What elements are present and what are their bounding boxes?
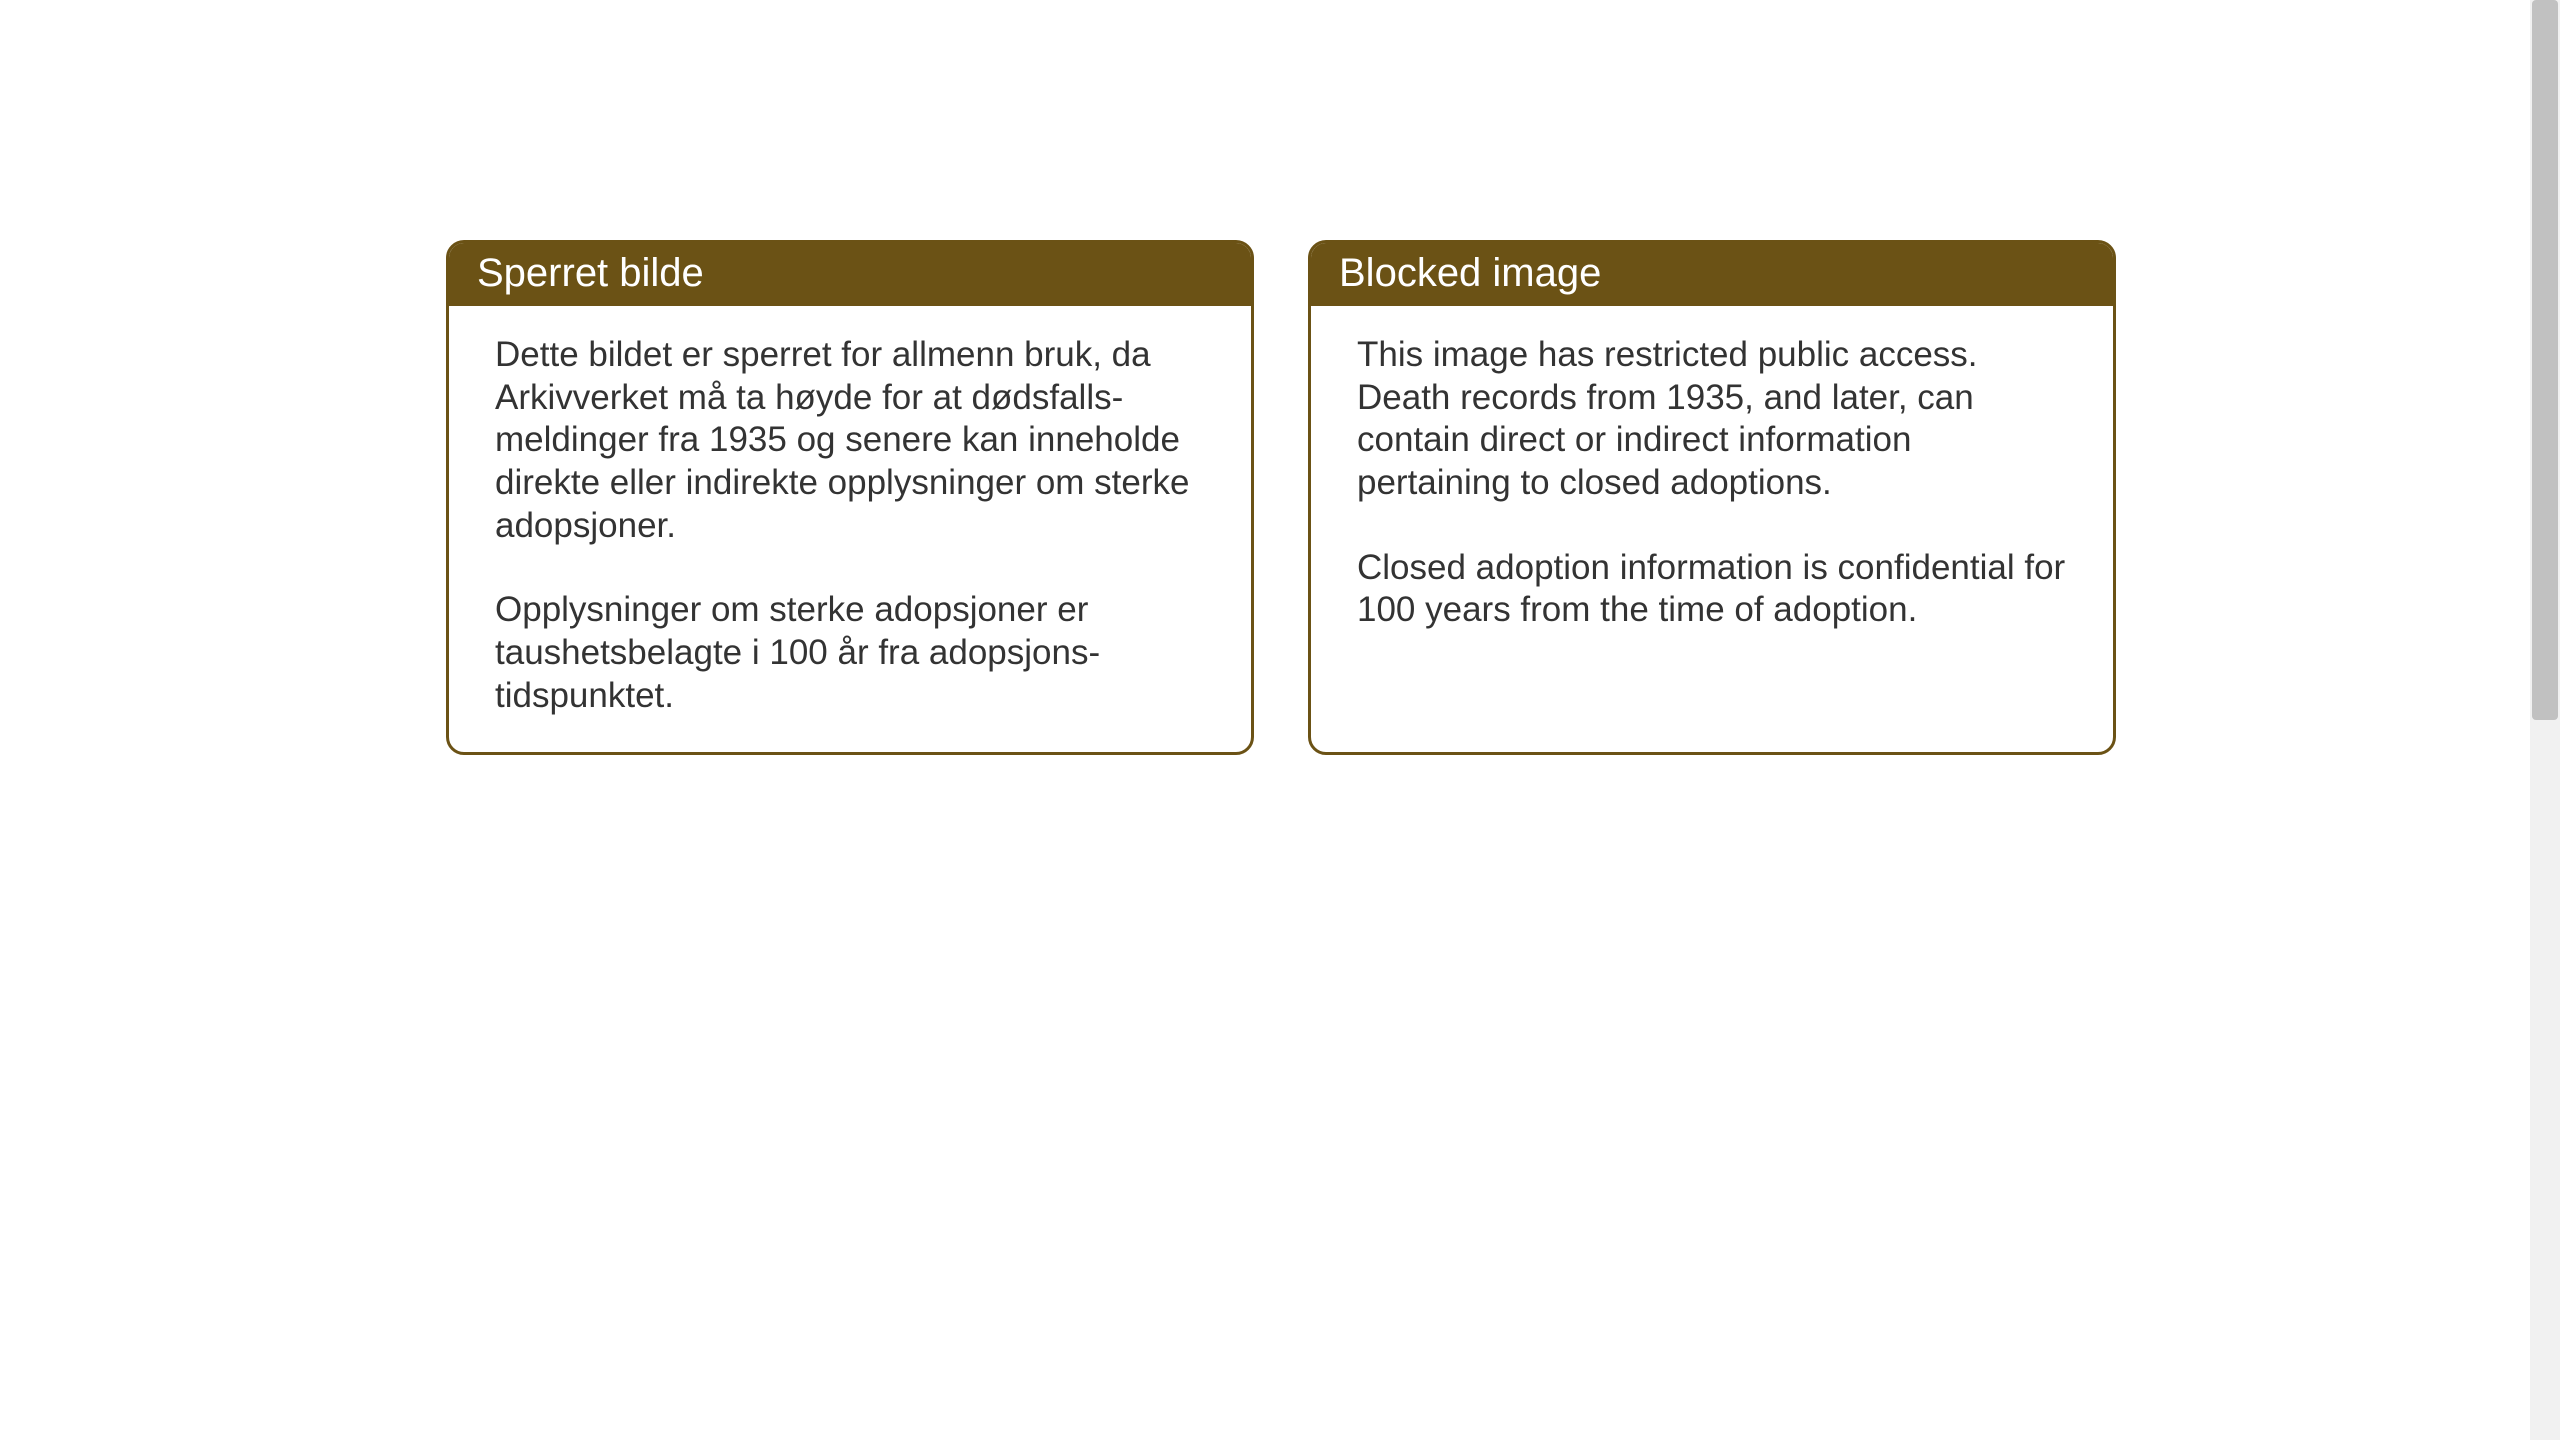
english-notice-card: Blocked image This image has restricted … [1308,240,2116,755]
notice-cards-container: Sperret bilde Dette bildet er sperret fo… [446,240,2116,755]
english-paragraph-1: This image has restricted public access.… [1357,334,2067,505]
english-paragraph-2: Closed adoption information is confident… [1357,547,2067,632]
norwegian-card-title: Sperret bilde [477,251,704,295]
norwegian-card-header: Sperret bilde [449,243,1251,306]
norwegian-paragraph-2: Opplysninger om sterke adopsjoner er tau… [495,589,1205,717]
english-card-header: Blocked image [1311,243,2113,306]
scrollbar-track[interactable] [2530,0,2560,1440]
norwegian-card-body: Dette bildet er sperret for allmenn bruk… [449,306,1251,752]
english-card-title: Blocked image [1339,251,1601,295]
scrollbar-thumb[interactable] [2532,0,2558,720]
norwegian-paragraph-1: Dette bildet er sperret for allmenn bruk… [495,334,1205,547]
norwegian-notice-card: Sperret bilde Dette bildet er sperret fo… [446,240,1254,755]
english-card-body: This image has restricted public access.… [1311,306,2113,666]
